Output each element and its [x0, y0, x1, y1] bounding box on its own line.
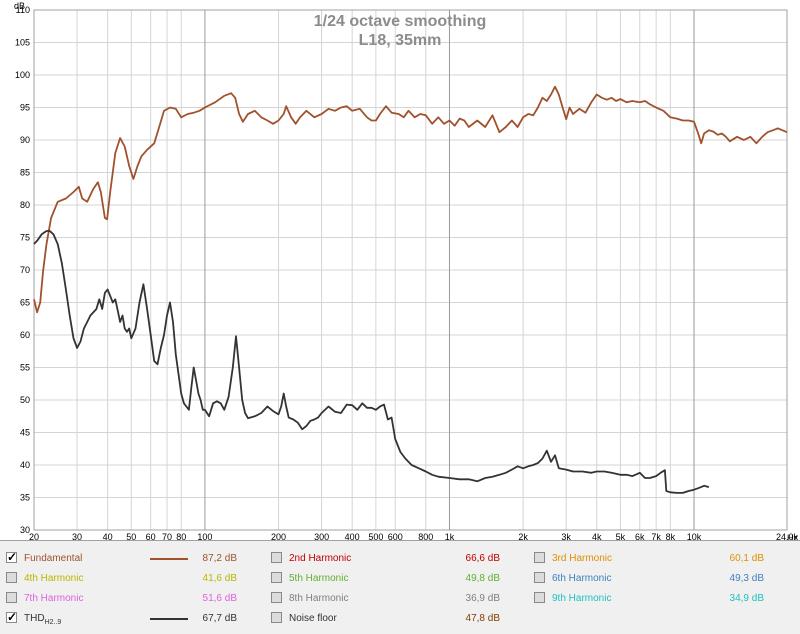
- legend-panel: ✓ Fundamental 87,2 dB 2nd Harmonic 66,6 …: [0, 540, 800, 634]
- x-tick-label: 600: [388, 532, 403, 540]
- y-tick-label: 90: [20, 135, 30, 145]
- y-tick-label: 85: [20, 168, 30, 178]
- x-tick-label: 8k: [666, 532, 676, 540]
- x-tick-label: 20: [29, 532, 39, 540]
- fundamental-label: Fundamental: [24, 553, 83, 564]
- legend-row-2: 4th Harmonic 41,6 dB 5th Harmonic 49,8 d…: [0, 569, 800, 589]
- x-axis-unit: Hz: [787, 533, 798, 540]
- legend-row-4: ✓ THDH2..9 67,7 dB Noise floor 47,8 dB: [0, 609, 800, 629]
- x-tick-label: 2k: [518, 532, 528, 540]
- noise-checkbox[interactable]: [271, 612, 282, 623]
- x-tick-label: 6k: [635, 532, 645, 540]
- x-tick-label: 40: [103, 532, 113, 540]
- thd-value: 67,7 dB: [202, 613, 237, 624]
- series-line-thd: [33, 230, 710, 494]
- series-line-fundamental: [33, 85, 788, 314]
- y-tick-label: 95: [20, 103, 30, 113]
- y-axis-unit: dB: [14, 1, 25, 11]
- h5-value: 49,8 dB: [465, 573, 500, 584]
- fundamental-value: 87,2 dB: [202, 553, 237, 564]
- y-tick-label: 30: [20, 525, 30, 535]
- fundamental-checkbox[interactable]: ✓: [6, 550, 18, 564]
- x-tick-label: 400: [345, 532, 360, 540]
- thd-line-swatch: [150, 618, 188, 620]
- x-tick-label: 30: [72, 532, 82, 540]
- h9-label: 9th Harmonic: [552, 593, 612, 604]
- x-tick-label: 10k: [687, 532, 702, 540]
- x-tick-label: 7k: [651, 532, 661, 540]
- h2-label: 2nd Harmonic: [289, 553, 352, 564]
- h2-checkbox[interactable]: [271, 552, 282, 563]
- h8-label: 8th Harmonic: [289, 593, 349, 604]
- y-tick-label: 80: [20, 200, 30, 210]
- y-tick-label: 45: [20, 428, 30, 438]
- x-tick-label: 100: [197, 532, 212, 540]
- noise-value: 47,8 dB: [465, 613, 500, 624]
- x-tick-label: 50: [126, 532, 136, 540]
- chart-title: 1/24 octave smoothing: [314, 13, 487, 30]
- x-tick-label: 1k: [445, 532, 455, 540]
- x-tick-label: 80: [176, 532, 186, 540]
- chart-subtitle: L18, 35mm: [359, 32, 442, 49]
- h4-checkbox[interactable]: [6, 572, 17, 583]
- y-tick-label: 105: [15, 38, 30, 48]
- h9-checkbox[interactable]: [534, 592, 545, 603]
- chart-series: [33, 85, 788, 494]
- h7-value: 51,6 dB: [202, 593, 237, 604]
- x-tick-label: 24,0k: [776, 532, 799, 540]
- x-tick-label: 3k: [561, 532, 571, 540]
- h9-value: 34,9 dB: [729, 593, 764, 604]
- noise-label: Noise floor: [289, 613, 337, 624]
- plot-frame: [33, 9, 788, 531]
- y-tick-label: 50: [20, 395, 30, 405]
- h2-value: 66,6 dB: [465, 553, 500, 564]
- h7-label: 7th Harmonic: [24, 593, 84, 604]
- h5-label: 5th Harmonic: [289, 573, 349, 584]
- h4-value: 41,6 dB: [202, 573, 237, 584]
- x-tick-label: 60: [146, 532, 156, 540]
- x-tick-label: 4k: [592, 532, 602, 540]
- h6-label: 6th Harmonic: [552, 573, 612, 584]
- y-tick-label: 55: [20, 363, 30, 373]
- h8-value: 36,9 dB: [465, 593, 500, 604]
- x-tick-label: 200: [271, 532, 286, 540]
- thd-label-main: THD: [24, 613, 45, 624]
- y-tick-label: 75: [20, 233, 30, 243]
- x-tick-label: 800: [418, 532, 433, 540]
- h4-label: 4th Harmonic: [24, 573, 84, 584]
- x-tick-label: 500: [368, 532, 383, 540]
- y-tick-label: 40: [20, 460, 30, 470]
- h7-checkbox[interactable]: [6, 592, 17, 603]
- thd-checkbox[interactable]: ✓: [6, 610, 18, 624]
- fundamental-line-swatch: [150, 558, 188, 560]
- h3-checkbox[interactable]: [534, 552, 545, 563]
- chart-grid: [33, 9, 788, 531]
- h5-checkbox[interactable]: [271, 572, 282, 583]
- x-tick-label: 5k: [616, 532, 626, 540]
- y-tick-label: 110: [16, 5, 30, 15]
- y-tick-label: 70: [20, 265, 30, 275]
- y-tick-label: 65: [20, 298, 30, 308]
- x-tick-label: 70: [162, 532, 172, 540]
- h6-value: 49,3 dB: [729, 573, 764, 584]
- h3-value: 60,1 dB: [729, 553, 764, 564]
- thd-label-sub: H2..9: [44, 619, 62, 626]
- h8-checkbox[interactable]: [271, 592, 282, 603]
- h3-label: 3rd Harmonic: [552, 553, 613, 564]
- h6-checkbox[interactable]: [534, 572, 545, 583]
- y-tick-label: 100: [15, 70, 30, 80]
- y-tick-label: 35: [20, 493, 30, 503]
- legend-row-3: 7th Harmonic 51,6 dB 8th Harmonic 36,9 d…: [0, 589, 800, 609]
- x-tick-label: 300: [314, 532, 329, 540]
- thd-label: THDH2..9: [24, 613, 61, 626]
- legend-row-1: ✓ Fundamental 87,2 dB 2nd Harmonic 66,6 …: [0, 549, 800, 569]
- y-tick-label: 60: [20, 330, 30, 340]
